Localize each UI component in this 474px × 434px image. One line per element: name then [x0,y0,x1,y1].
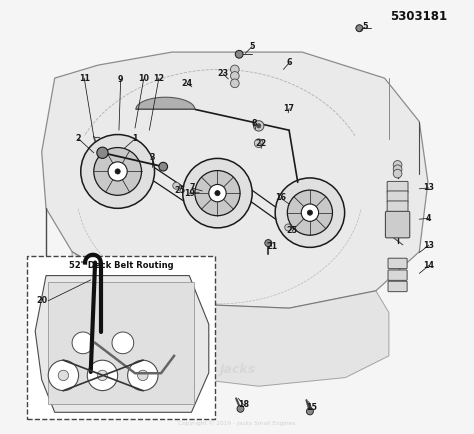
Circle shape [393,169,402,178]
FancyBboxPatch shape [27,256,215,419]
Circle shape [215,191,220,196]
Circle shape [159,162,168,171]
Text: 1: 1 [132,135,138,143]
Bar [48,282,193,404]
Text: 10: 10 [138,75,149,83]
FancyBboxPatch shape [388,281,407,292]
Circle shape [256,124,261,128]
Text: 22: 22 [255,139,266,148]
Text: 13: 13 [423,241,434,250]
Text: 7: 7 [189,184,195,192]
Text: 9: 9 [118,75,123,84]
Circle shape [94,148,142,195]
Circle shape [307,210,312,215]
Circle shape [301,204,319,221]
Circle shape [97,370,108,381]
Circle shape [112,332,134,354]
Text: 5: 5 [362,23,368,31]
Circle shape [275,178,345,247]
Text: 24: 24 [182,79,192,88]
Circle shape [393,161,402,169]
Circle shape [115,169,120,174]
Text: 12: 12 [153,74,164,82]
Circle shape [230,79,239,88]
Circle shape [209,184,226,202]
FancyBboxPatch shape [388,270,407,280]
FancyBboxPatch shape [387,191,408,202]
Circle shape [356,25,363,32]
Text: 23: 23 [218,69,228,78]
Text: 4: 4 [426,214,432,223]
Circle shape [237,405,244,412]
Circle shape [230,72,239,80]
FancyBboxPatch shape [388,258,407,269]
Circle shape [137,370,148,381]
Circle shape [183,158,252,228]
Text: 16: 16 [275,194,286,202]
Text: Copyright © 2019 - Jacks Small Engines: Copyright © 2019 - Jacks Small Engines [178,421,296,426]
Text: 19: 19 [184,189,195,197]
Text: 14: 14 [423,261,434,270]
Circle shape [173,182,180,189]
Text: 21: 21 [266,242,277,251]
Text: 20: 20 [36,296,47,305]
Text: 5303181: 5303181 [391,10,447,23]
Circle shape [48,360,79,391]
Text: 25: 25 [287,227,298,235]
Circle shape [254,121,264,131]
Polygon shape [35,276,209,412]
FancyBboxPatch shape [387,201,408,212]
Circle shape [306,408,313,415]
Circle shape [265,240,272,247]
Text: 6: 6 [286,59,292,67]
Polygon shape [42,52,428,308]
Text: 18: 18 [238,400,249,409]
Circle shape [108,162,127,181]
Text: 5: 5 [249,42,255,51]
Text: 2: 2 [76,135,82,143]
Polygon shape [136,97,195,109]
Text: 13: 13 [423,184,434,192]
Circle shape [81,135,155,208]
Text: 17: 17 [283,104,294,113]
FancyBboxPatch shape [385,211,410,238]
Circle shape [235,50,243,58]
Circle shape [58,370,69,381]
Text: 8: 8 [252,119,257,128]
Text: 20: 20 [45,313,56,322]
Circle shape [128,360,158,391]
Text: 25: 25 [174,187,185,195]
Circle shape [195,171,240,216]
Circle shape [285,224,292,231]
Text: Jacks: Jacks [219,363,255,376]
Circle shape [72,332,94,354]
FancyBboxPatch shape [387,181,408,193]
Circle shape [97,147,108,158]
Circle shape [287,190,332,235]
Text: 52" Deck Belt Routing: 52" Deck Belt Routing [69,261,173,270]
Circle shape [393,165,402,174]
Circle shape [230,65,239,74]
Circle shape [255,139,263,148]
Circle shape [87,360,118,391]
Text: 15: 15 [306,404,317,412]
Text: 3: 3 [150,153,155,162]
Text: 11: 11 [79,74,90,82]
Polygon shape [72,252,389,386]
